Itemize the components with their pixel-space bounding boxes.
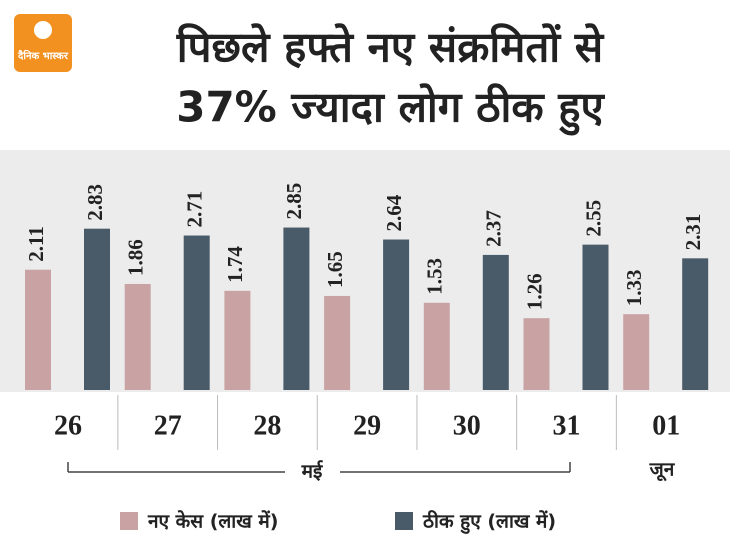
- bar: [423, 302, 450, 390]
- legend-label: नए केस (लाख में): [147, 510, 278, 533]
- value-label: 2.55: [581, 200, 605, 237]
- value-label: 2.71: [183, 191, 207, 228]
- legend-swatch: [120, 512, 138, 530]
- legend-swatch: [395, 512, 413, 530]
- x-tick-label: 29: [353, 410, 381, 441]
- bar: [224, 290, 251, 390]
- value-label: 2.11: [24, 226, 48, 262]
- value-label: 1.26: [522, 273, 546, 310]
- legend-label: ठीक हुए (लाख में): [422, 510, 556, 535]
- logo-box: [14, 14, 72, 72]
- value-label: 1.86: [124, 239, 148, 276]
- bar: [283, 227, 310, 390]
- value-label: 1.65: [323, 251, 347, 288]
- x-tick-label: 26: [54, 410, 82, 441]
- value-label: 1.53: [423, 258, 447, 295]
- bar: [25, 269, 51, 390]
- month-label: जून: [649, 459, 676, 482]
- bar: [523, 318, 550, 390]
- bar: [623, 314, 650, 390]
- x-tick-label: 27: [154, 410, 182, 441]
- x-tick-label: 28: [253, 410, 281, 441]
- value-label: 2.83: [83, 184, 107, 221]
- chart-title: पिछले हफ्ते नए संक्रमितों से: [176, 23, 605, 72]
- value-label: 2.31: [681, 214, 705, 251]
- bar: [682, 258, 709, 390]
- value-label: 1.74: [223, 246, 247, 283]
- x-tick-label: 01: [652, 410, 680, 441]
- bar: [84, 228, 110, 390]
- value-label: 2.37: [482, 210, 506, 247]
- logo-sun: [34, 21, 52, 39]
- value-label: 2.85: [282, 183, 306, 220]
- bar: [383, 239, 410, 390]
- value-label: 1.33: [622, 269, 646, 306]
- bracket-gap: [285, 458, 340, 486]
- x-tick-label: 31: [553, 410, 581, 441]
- chart-title: 37% ज्यादा लोग ठीक हुए: [176, 83, 605, 136]
- x-tick-label: 30: [453, 410, 481, 441]
- bar: [582, 244, 609, 390]
- bar: [124, 283, 151, 390]
- value-label: 2.64: [382, 194, 406, 231]
- month-label: मई: [301, 460, 324, 483]
- bar: [183, 235, 210, 390]
- bar: [324, 295, 351, 390]
- logo-text: दैनिक भास्कर: [17, 49, 69, 62]
- bar: [482, 254, 509, 390]
